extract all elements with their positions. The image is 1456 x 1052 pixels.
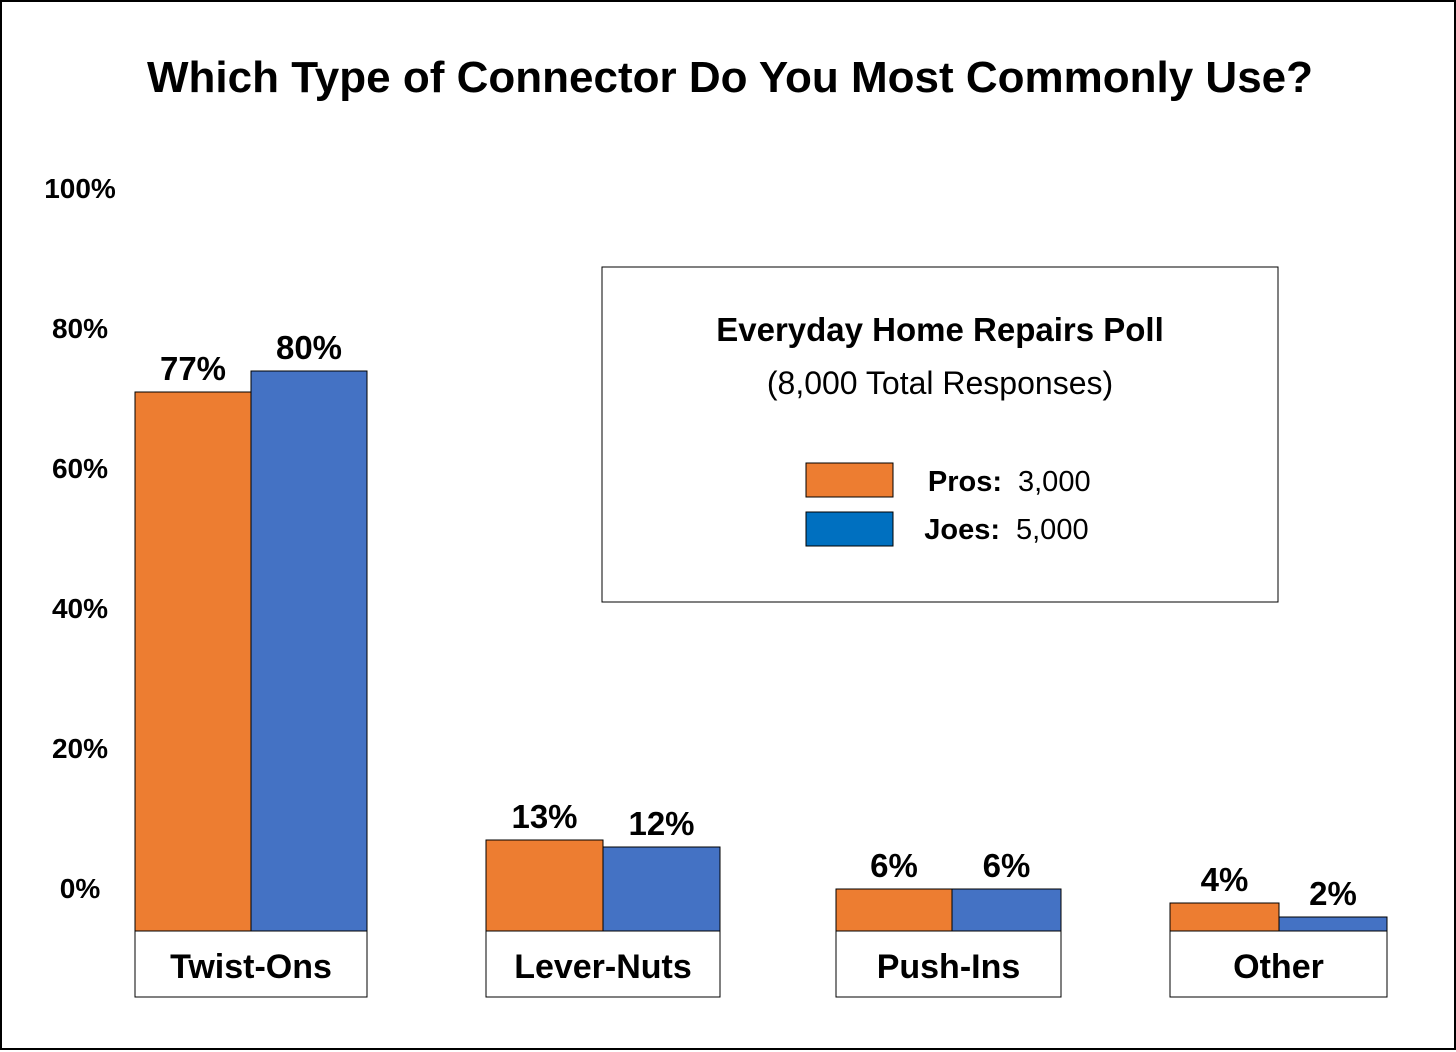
- category-label: Lever-Nuts: [514, 948, 692, 986]
- y-tick-label: 80%: [52, 313, 108, 344]
- legend-label-joes: Joes:: [924, 514, 1000, 546]
- legend-value-pros: 3,000: [1018, 466, 1091, 498]
- y-tick-label: 40%: [52, 593, 108, 624]
- bar-group: 6% 6% Push-Ins: [835, 847, 1062, 998]
- bar-pros: [1169, 902, 1280, 932]
- data-label: 6%: [870, 847, 918, 884]
- bar-group: 4% 2% Other: [1169, 861, 1388, 998]
- bar-pros: [835, 888, 953, 932]
- data-label: 12%: [628, 805, 694, 842]
- bar-group: 77% 80% Twist-Ons: [134, 329, 368, 998]
- data-label: 80%: [276, 329, 342, 366]
- legend-label-pros: Pros:: [928, 466, 1002, 498]
- legend-subtitle: (8,000 Total Responses): [767, 365, 1113, 401]
- category-label: Other: [1233, 948, 1324, 986]
- category-box: [1169, 930, 1388, 998]
- bar-pros: [485, 839, 604, 932]
- y-tick-label: 0%: [60, 873, 101, 904]
- category-label: Push-Ins: [877, 948, 1021, 986]
- bar-joes: [250, 370, 368, 932]
- data-label: 2%: [1309, 875, 1357, 912]
- y-tick-label: 60%: [52, 453, 108, 484]
- legend-title: Everyday Home Repairs Poll: [716, 311, 1164, 348]
- data-label: 6%: [983, 847, 1031, 884]
- data-label: 4%: [1201, 861, 1249, 898]
- legend: Everyday Home Repairs Poll (8,000 Total …: [601, 266, 1279, 603]
- bar-joes: [602, 846, 721, 932]
- y-axis-ticks: 0% 20% 40% 60% 80% 100%: [44, 173, 116, 904]
- legend-swatch-joes: [805, 511, 894, 547]
- bar-joes: [951, 888, 1062, 932]
- bar-joes: [1278, 916, 1388, 932]
- bar-groups: 77% 80% Twist-Ons 13% 12% Lever-Nuts 6% 6% Push-…: [134, 329, 1388, 998]
- category-label: Twist-Ons: [170, 948, 332, 986]
- category-box: [835, 930, 1062, 998]
- y-tick-label: 100%: [44, 173, 116, 204]
- category-box: [485, 930, 721, 998]
- bar-pros: [134, 391, 252, 932]
- data-label: 77%: [160, 350, 226, 387]
- bar-group: 13% 12% Lever-Nuts: [485, 798, 721, 998]
- legend-swatch-pros: [805, 462, 894, 498]
- data-label: 13%: [511, 798, 577, 835]
- legend-value-joes: 5,000: [1016, 514, 1089, 546]
- category-box: [134, 930, 368, 998]
- chart-title: Which Type of Connector Do You Most Comm…: [147, 53, 1313, 102]
- legend-box: [601, 266, 1279, 603]
- y-tick-label: 20%: [52, 733, 108, 764]
